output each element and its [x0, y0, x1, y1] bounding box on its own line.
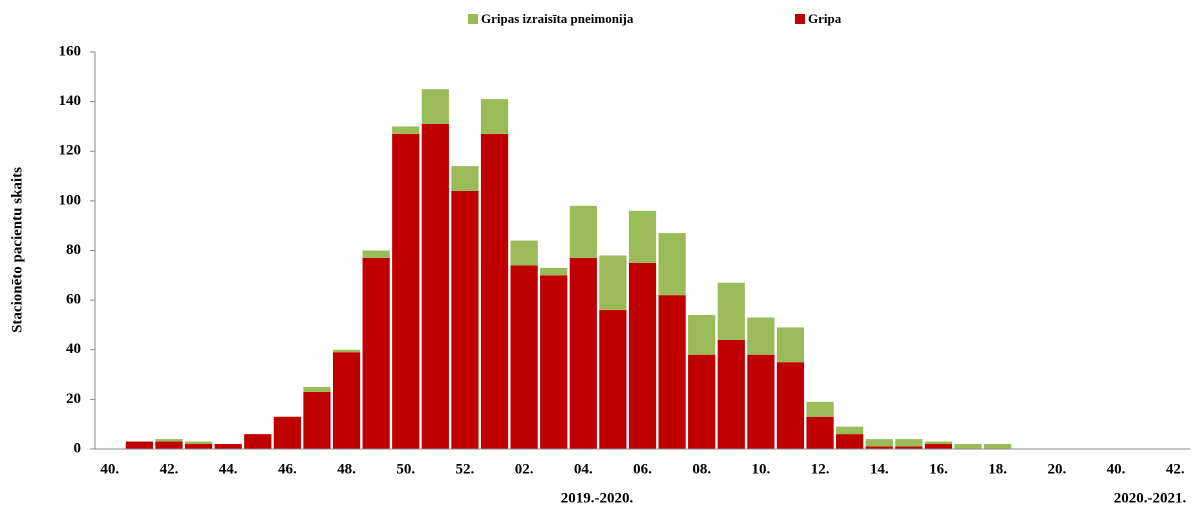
bar-segment — [332, 352, 361, 449]
bar-segment — [806, 416, 834, 449]
bar-segment — [332, 349, 361, 353]
y-tick-label: 0 — [74, 440, 82, 456]
legend-swatch — [795, 14, 805, 24]
bar-segment — [125, 441, 154, 449]
bar-segment — [924, 444, 953, 449]
bar-segment — [628, 210, 657, 263]
x-tick-label: 12. — [811, 461, 830, 477]
x-tick-label: 48. — [337, 461, 356, 477]
bar-segment — [569, 205, 597, 258]
y-tick-label: 160 — [59, 43, 82, 59]
bar-segment — [421, 123, 449, 450]
x-tick-label: 40. — [1107, 461, 1126, 477]
bar-segment — [776, 362, 805, 449]
bar-segment — [510, 240, 538, 266]
bar-segment — [924, 441, 953, 445]
bar-segment — [540, 267, 568, 276]
bar-segment — [155, 439, 183, 442]
bar-segment — [540, 275, 568, 449]
x-tick-label: 52. — [456, 461, 475, 477]
bar-segment — [362, 257, 390, 449]
legend-label: Gripa — [808, 11, 842, 26]
bar-segment — [865, 439, 893, 447]
bar-segment — [451, 190, 479, 449]
bar-segment — [362, 250, 390, 258]
bar-segment — [747, 354, 775, 449]
x-tick-label: 14. — [870, 461, 889, 477]
bar-segment — [214, 444, 242, 449]
bar-segment — [717, 339, 745, 449]
legend-label: Gripas izraisīta pneimonija — [481, 11, 634, 26]
bar-segment — [155, 441, 183, 449]
bar-segment — [954, 444, 982, 449]
bar-segment — [303, 386, 331, 392]
bar-segment — [510, 265, 538, 449]
bar-segment — [895, 446, 923, 449]
bar-segment — [303, 391, 331, 449]
bar-segment — [717, 282, 745, 340]
bar-segment — [273, 416, 301, 449]
bar-segment — [480, 99, 509, 134]
bar-segment — [569, 257, 597, 449]
x-tick-label: 46. — [278, 461, 297, 477]
bar-segment — [599, 255, 627, 311]
bar-segment — [628, 262, 657, 449]
y-axis-label: Stacionēto pacientu skaits — [9, 167, 25, 333]
bar-segment — [865, 446, 893, 449]
bar-segment — [747, 317, 775, 355]
period-label: 2019.-2020. — [561, 490, 634, 506]
bar-segment — [658, 233, 686, 296]
bar-segment — [806, 401, 834, 417]
bar-segment — [688, 315, 716, 355]
bar-segment — [658, 295, 686, 449]
x-tick-label: 10. — [752, 461, 771, 477]
x-tick-label: 18. — [988, 461, 1007, 477]
bar-segment — [421, 89, 449, 124]
bar-segment — [776, 327, 805, 363]
y-tick-label: 120 — [59, 143, 82, 159]
y-tick-label: 40 — [66, 341, 81, 357]
bar-segment — [599, 310, 627, 449]
bar-segment — [184, 441, 213, 445]
bar-segment — [836, 434, 864, 449]
period-label: 2020.-2021. — [1114, 490, 1187, 506]
x-tick-label: 42. — [160, 461, 179, 477]
bar-segment — [895, 439, 923, 447]
x-tick-label: 50. — [396, 461, 415, 477]
bar-segment — [480, 133, 509, 449]
bar-segment — [451, 166, 479, 191]
bar-segment — [688, 354, 716, 449]
x-tick-label: 44. — [219, 461, 238, 477]
x-tick-label: 06. — [633, 461, 652, 477]
x-tick-label: 42. — [1166, 461, 1185, 477]
legend-swatch — [468, 14, 478, 24]
bar-segment — [392, 126, 420, 134]
x-tick-label: 40. — [100, 461, 119, 477]
bar-segment — [392, 133, 420, 449]
x-tick-label: 20. — [1047, 461, 1066, 477]
y-tick-label: 20 — [66, 391, 81, 407]
y-tick-label: 60 — [66, 292, 81, 308]
y-tick-label: 80 — [66, 242, 81, 258]
y-tick-label: 100 — [59, 192, 82, 208]
x-tick-label: 16. — [929, 461, 948, 477]
bar-segment — [184, 444, 213, 449]
bar-segment — [984, 444, 1012, 449]
bar-segment — [836, 426, 864, 435]
x-tick-label: 04. — [574, 461, 593, 477]
x-tick-label: 08. — [692, 461, 711, 477]
y-tick-label: 140 — [59, 93, 82, 109]
bar-segment — [244, 434, 272, 449]
x-tick-label: 02. — [515, 461, 534, 477]
